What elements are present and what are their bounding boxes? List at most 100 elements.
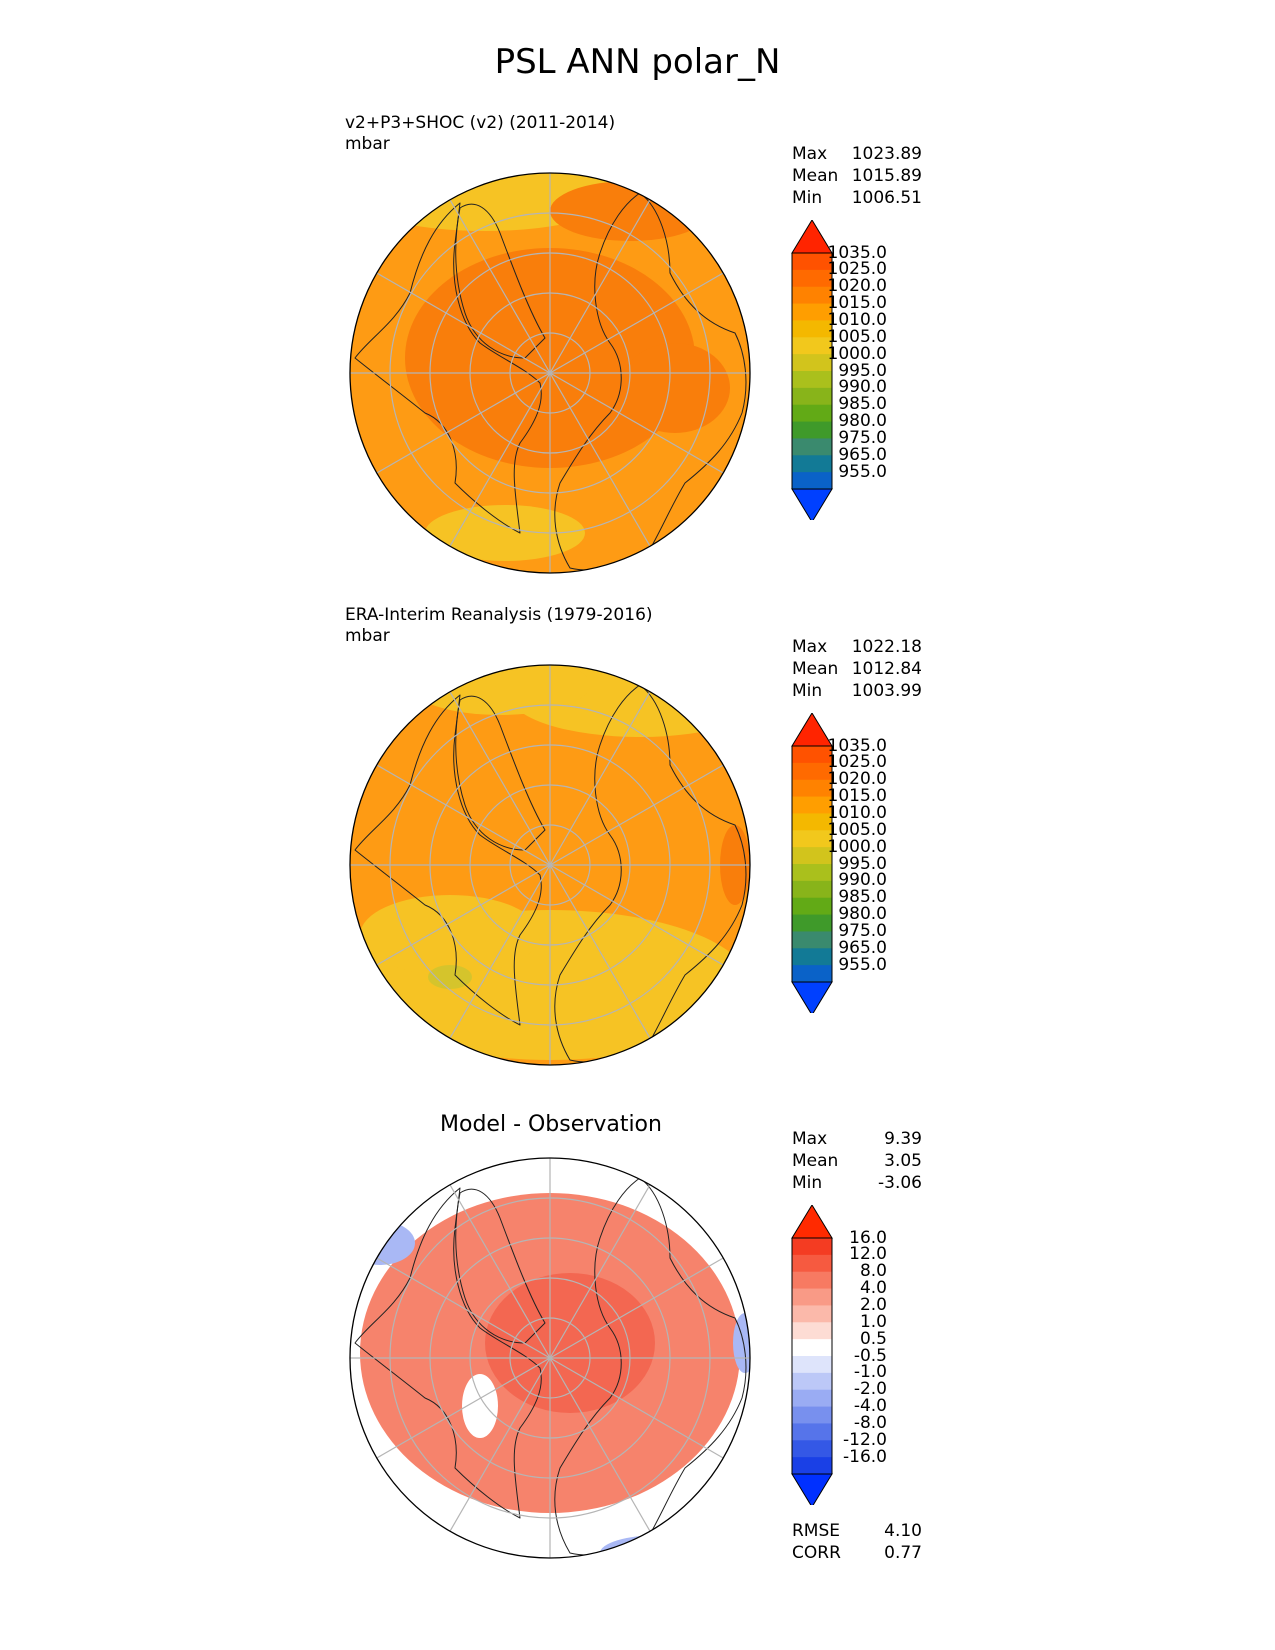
panel-1-title-block: v2+P3+SHOC (v2) (2011-2014) mbar: [345, 113, 615, 155]
colorbar-tick-label: 995.0: [838, 360, 887, 381]
colorbar-segment: [792, 1356, 832, 1374]
stat-value: 1012.84: [851, 659, 922, 679]
colorbar-tick-label: 1015.0: [827, 786, 887, 807]
colorbar-tick-label: -0.5: [853, 1345, 887, 1366]
colorbar-extend-max: [791, 220, 833, 254]
panel-3-metrics: RMSE 4.10 CORR 0.77: [792, 1520, 922, 1564]
stat-value: -3.06: [878, 1173, 922, 1193]
colorbar-segment: [792, 421, 832, 439]
colorbar-segment: [792, 320, 832, 338]
colorbar-tick-label: 1025.0: [827, 752, 887, 773]
longitude-gridline: [376, 272, 551, 374]
panel-1-units: mbar: [345, 134, 390, 154]
colorbar-tick-label: 8.0: [859, 1261, 887, 1282]
colorbar-frame: [791, 745, 833, 983]
colorbar-extend-min: [791, 488, 833, 520]
longitude-gridline: [549, 1357, 651, 1532]
stat-label: Mean: [792, 659, 839, 679]
colorbar-segment: [792, 455, 832, 473]
longitude-gridline: [549, 764, 724, 866]
longitude-gridline: [376, 764, 551, 866]
longitude-gridline: [549, 372, 724, 474]
colorbar-tick-label: 985.0: [838, 394, 887, 415]
colorbar-tick-label: 1010.0: [827, 309, 887, 330]
colorbar-segment: [792, 1339, 832, 1357]
figure-title: PSL ANN polar_N: [494, 42, 781, 82]
colorbar-tick-label: 1015.0: [827, 293, 887, 314]
colorbar-tick-label: -4.0: [853, 1396, 887, 1417]
colorbar-tick-label: 985.0: [838, 887, 887, 908]
colorbar-segment: [792, 269, 832, 288]
longitude-gridline: [549, 691, 651, 866]
colorbar-segment: [792, 1406, 832, 1424]
colorbar-segment: [792, 404, 832, 423]
field-region: [350, 1221, 415, 1265]
colorbar-segment: [792, 354, 832, 372]
colorbar-segment: [792, 746, 832, 764]
colorbar-tick-label: 980.0: [838, 411, 887, 432]
map-field-group: [350, 1158, 750, 1558]
panel-2-colorbar-labels: 1035.0 1025.0 1020.0 1015.0 1010.0 1005.0 1000…: [792, 737, 887, 976]
metric-label: CORR: [792, 1543, 841, 1563]
colorbar-segment: [792, 253, 832, 271]
longitude-gridline: [549, 864, 724, 966]
colorbar-tick-label: 1020.0: [827, 276, 887, 297]
longitude-gridline: [549, 1357, 724, 1459]
colorbar-segment: [792, 472, 832, 490]
colorbar-tick-label: 1000.0: [827, 836, 887, 857]
colorbar-extend-min: [791, 1473, 833, 1505]
colorbar-tick-label: 965.0: [838, 444, 887, 465]
longitude-gridline: [449, 691, 551, 866]
colorbar-segment: [792, 864, 832, 882]
longitude-gridline: [449, 199, 551, 374]
longitude-gridline: [449, 1184, 551, 1359]
colorbar-tick-label: 990.0: [838, 870, 887, 891]
colorbar-tick-label: 16.0: [849, 1227, 887, 1248]
colorbar-tick-label: 2.0: [859, 1294, 887, 1315]
panel-2-colorbar: [791, 713, 833, 1013]
colorbar-segment: [792, 830, 832, 848]
panel-2-title: ERA-Interim Reanalysis (1979-2016): [345, 605, 653, 625]
colorbar-segment: [792, 337, 832, 355]
panel-1-colorbar: [791, 220, 833, 520]
colorbar-segment: [792, 1254, 832, 1273]
field-region: [462, 1374, 498, 1438]
stat-value: 1022.18: [851, 637, 922, 657]
longitude-gridline: [449, 1357, 551, 1532]
colorbar-segment: [792, 965, 832, 983]
colorbar-segment: [792, 1440, 832, 1458]
map-boundary: [349, 664, 751, 1066]
colorbar-tick-label: 1010.0: [827, 802, 887, 823]
colorbar-tick-label: 4.0: [859, 1278, 887, 1299]
longitude-gridline: [449, 372, 551, 547]
longitude-gridline: [376, 372, 551, 474]
colorbar-tick-label: 995.0: [838, 853, 887, 874]
colorbar-segment: [792, 286, 832, 305]
colorbar-segment: [792, 1238, 832, 1256]
longitude-gridline: [376, 1257, 551, 1359]
colorbar-segment: [792, 1288, 832, 1306]
colorbar-tick-label: 1005.0: [827, 819, 887, 840]
colorbar-extend-min: [791, 981, 833, 1013]
longitude-gridline: [549, 272, 724, 374]
colorbar-segment: [792, 897, 832, 916]
colorbar-extend-max: [791, 713, 833, 747]
panel-3-colorbar: [791, 1205, 833, 1505]
panel-2-polar-map: [349, 664, 751, 1066]
colorbar-tick-label: 1020.0: [827, 769, 887, 790]
colorbar-tick-label: 0.5: [859, 1328, 887, 1349]
panel-1-polar-map: [349, 172, 751, 574]
longitude-gridline: [376, 864, 551, 966]
panel-3-stats: Max 9.39 Mean 3.05 Min -3.06: [792, 1128, 922, 1194]
colorbar-tick-label: 1000.0: [827, 343, 887, 364]
stat-label: Min: [792, 188, 823, 208]
colorbar-tick-label: -12.0: [843, 1429, 887, 1450]
colorbar-frame: [791, 1237, 833, 1475]
colorbar-tick-label: -1.0: [853, 1362, 887, 1383]
field-region: [620, 343, 730, 433]
stat-label: Mean: [792, 1151, 839, 1171]
stat-value: 3.05: [884, 1151, 922, 1171]
metric-value: 4.10: [884, 1521, 922, 1541]
panel-1-stats: Max 1023.89 Mean 1015.89 Min 1006.51: [792, 143, 922, 209]
field-region: [425, 505, 585, 561]
